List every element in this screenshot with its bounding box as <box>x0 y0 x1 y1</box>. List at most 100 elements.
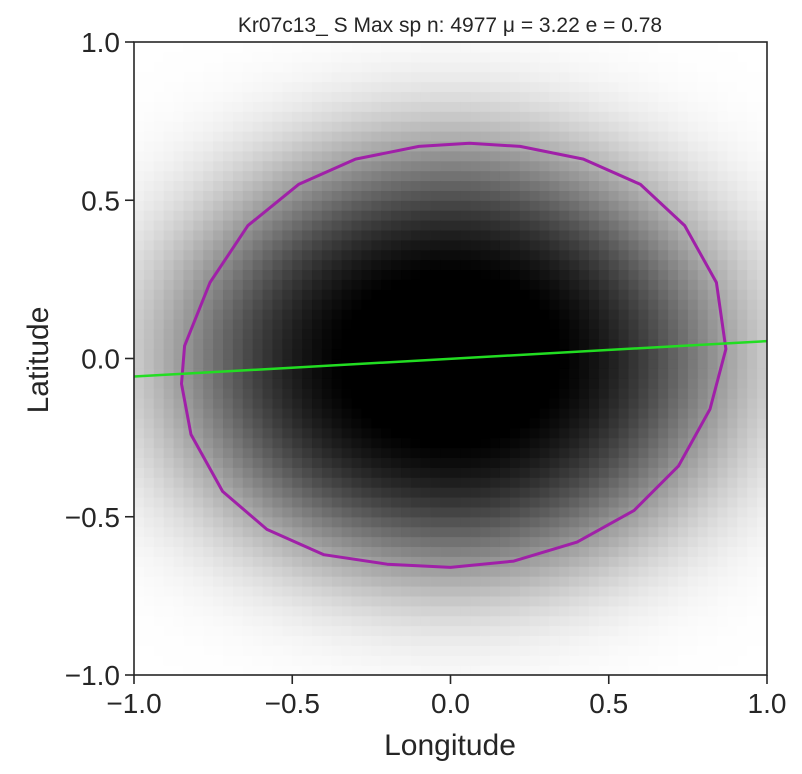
heatmap-cell <box>381 328 392 340</box>
heatmap-cell <box>282 378 293 389</box>
heatmap-cell <box>134 655 145 666</box>
heatmap-cell <box>440 348 452 360</box>
heatmap-cell <box>618 229 630 241</box>
heatmap-cell <box>321 407 333 419</box>
heatmap-cell <box>193 605 204 617</box>
heatmap-cell <box>539 368 551 379</box>
heatmap-cell <box>351 566 363 577</box>
heatmap-cell <box>262 576 274 587</box>
heatmap-cell <box>727 71 738 83</box>
heatmap-cell <box>361 427 372 439</box>
heatmap-cell <box>687 289 699 300</box>
heatmap-cell <box>628 467 640 478</box>
heatmap-cell <box>549 506 560 518</box>
heatmap-cell <box>242 180 254 191</box>
heatmap-cell <box>687 417 699 429</box>
heatmap-cell <box>420 576 432 587</box>
heatmap-cell <box>450 536 461 548</box>
heatmap-cell <box>262 605 274 617</box>
heatmap-cell <box>401 51 412 63</box>
heatmap-cell <box>242 279 254 290</box>
heatmap-cell <box>321 388 333 399</box>
heatmap-cell <box>539 170 551 182</box>
heatmap-cell <box>509 546 521 557</box>
heatmap-cell <box>470 447 481 459</box>
heatmap-cell <box>351 536 363 548</box>
heatmap-cell <box>173 140 185 152</box>
heatmap-cell <box>569 487 580 498</box>
heatmap-cell <box>757 635 767 646</box>
heatmap-cell <box>658 71 669 83</box>
heatmap-cell <box>282 457 293 468</box>
heatmap-cell <box>519 576 531 587</box>
heatmap-cell <box>499 150 511 162</box>
heatmap-cell <box>410 457 422 468</box>
heatmap-cell <box>677 447 689 459</box>
heatmap-cell <box>331 457 343 468</box>
heatmap-cell <box>658 566 669 577</box>
heatmap-cell <box>588 140 600 152</box>
heatmap-cell <box>628 121 640 132</box>
heatmap-cell <box>262 269 274 280</box>
heatmap-cell <box>272 249 283 261</box>
heatmap-cell <box>262 299 274 310</box>
heatmap-cell <box>727 417 738 429</box>
heatmap-cell <box>569 289 580 300</box>
heatmap-cell <box>638 121 649 132</box>
heatmap-cell <box>401 140 412 152</box>
heatmap-cell <box>747 625 758 637</box>
heatmap-cell <box>588 437 600 449</box>
heatmap-cell <box>292 407 303 419</box>
heatmap-cell <box>430 516 442 528</box>
heatmap-cell <box>549 318 560 330</box>
heatmap-cell <box>648 536 659 548</box>
heatmap-cell <box>549 407 560 419</box>
heatmap-cell <box>658 368 669 379</box>
heatmap-cell <box>460 279 471 290</box>
heatmap-cell <box>628 378 640 389</box>
heatmap-cell <box>668 417 679 429</box>
heatmap-cell <box>371 210 382 221</box>
heatmap-cell <box>351 388 363 399</box>
heatmap-cell <box>143 576 155 587</box>
heatmap-cell <box>292 249 303 261</box>
heatmap-cell <box>638 585 649 597</box>
heatmap-cell <box>430 279 442 290</box>
heatmap-cell <box>302 101 313 112</box>
heatmap-cell <box>628 576 640 587</box>
heatmap-cell <box>480 635 491 646</box>
heatmap-cell <box>282 516 293 528</box>
heatmap-cell <box>618 556 630 567</box>
heatmap-cell <box>173 635 185 646</box>
heatmap-cell <box>618 358 630 369</box>
heatmap-cell <box>351 665 363 675</box>
heatmap-cell <box>480 249 491 261</box>
heatmap-cell <box>163 447 175 459</box>
heatmap-cell <box>420 437 432 449</box>
heatmap-cell <box>628 200 640 211</box>
heatmap-cell <box>490 585 501 597</box>
heatmap-cell <box>134 229 145 241</box>
heatmap-cell <box>153 566 165 577</box>
heatmap-cell <box>321 457 333 468</box>
heatmap-cell <box>252 457 264 468</box>
heatmap-cell <box>608 71 620 83</box>
heatmap-cell <box>272 42 283 53</box>
heatmap-cell <box>351 51 363 63</box>
heatmap-cell <box>727 200 738 211</box>
heatmap-cell <box>440 427 452 439</box>
heatmap-cell <box>312 378 323 389</box>
heatmap-cell <box>450 566 461 577</box>
heatmap-cell <box>717 457 729 468</box>
heatmap-cell <box>272 279 283 290</box>
heatmap-cell <box>143 111 155 122</box>
heatmap-cell <box>302 111 313 122</box>
heatmap-cell <box>460 51 471 63</box>
heatmap-cell <box>450 229 461 241</box>
heatmap-cell <box>707 81 719 93</box>
heatmap-cell <box>203 615 214 627</box>
heatmap-cell <box>282 595 293 607</box>
heatmap-cell <box>134 665 145 675</box>
heatmap-cell <box>480 299 491 310</box>
heatmap-cell <box>737 328 748 340</box>
